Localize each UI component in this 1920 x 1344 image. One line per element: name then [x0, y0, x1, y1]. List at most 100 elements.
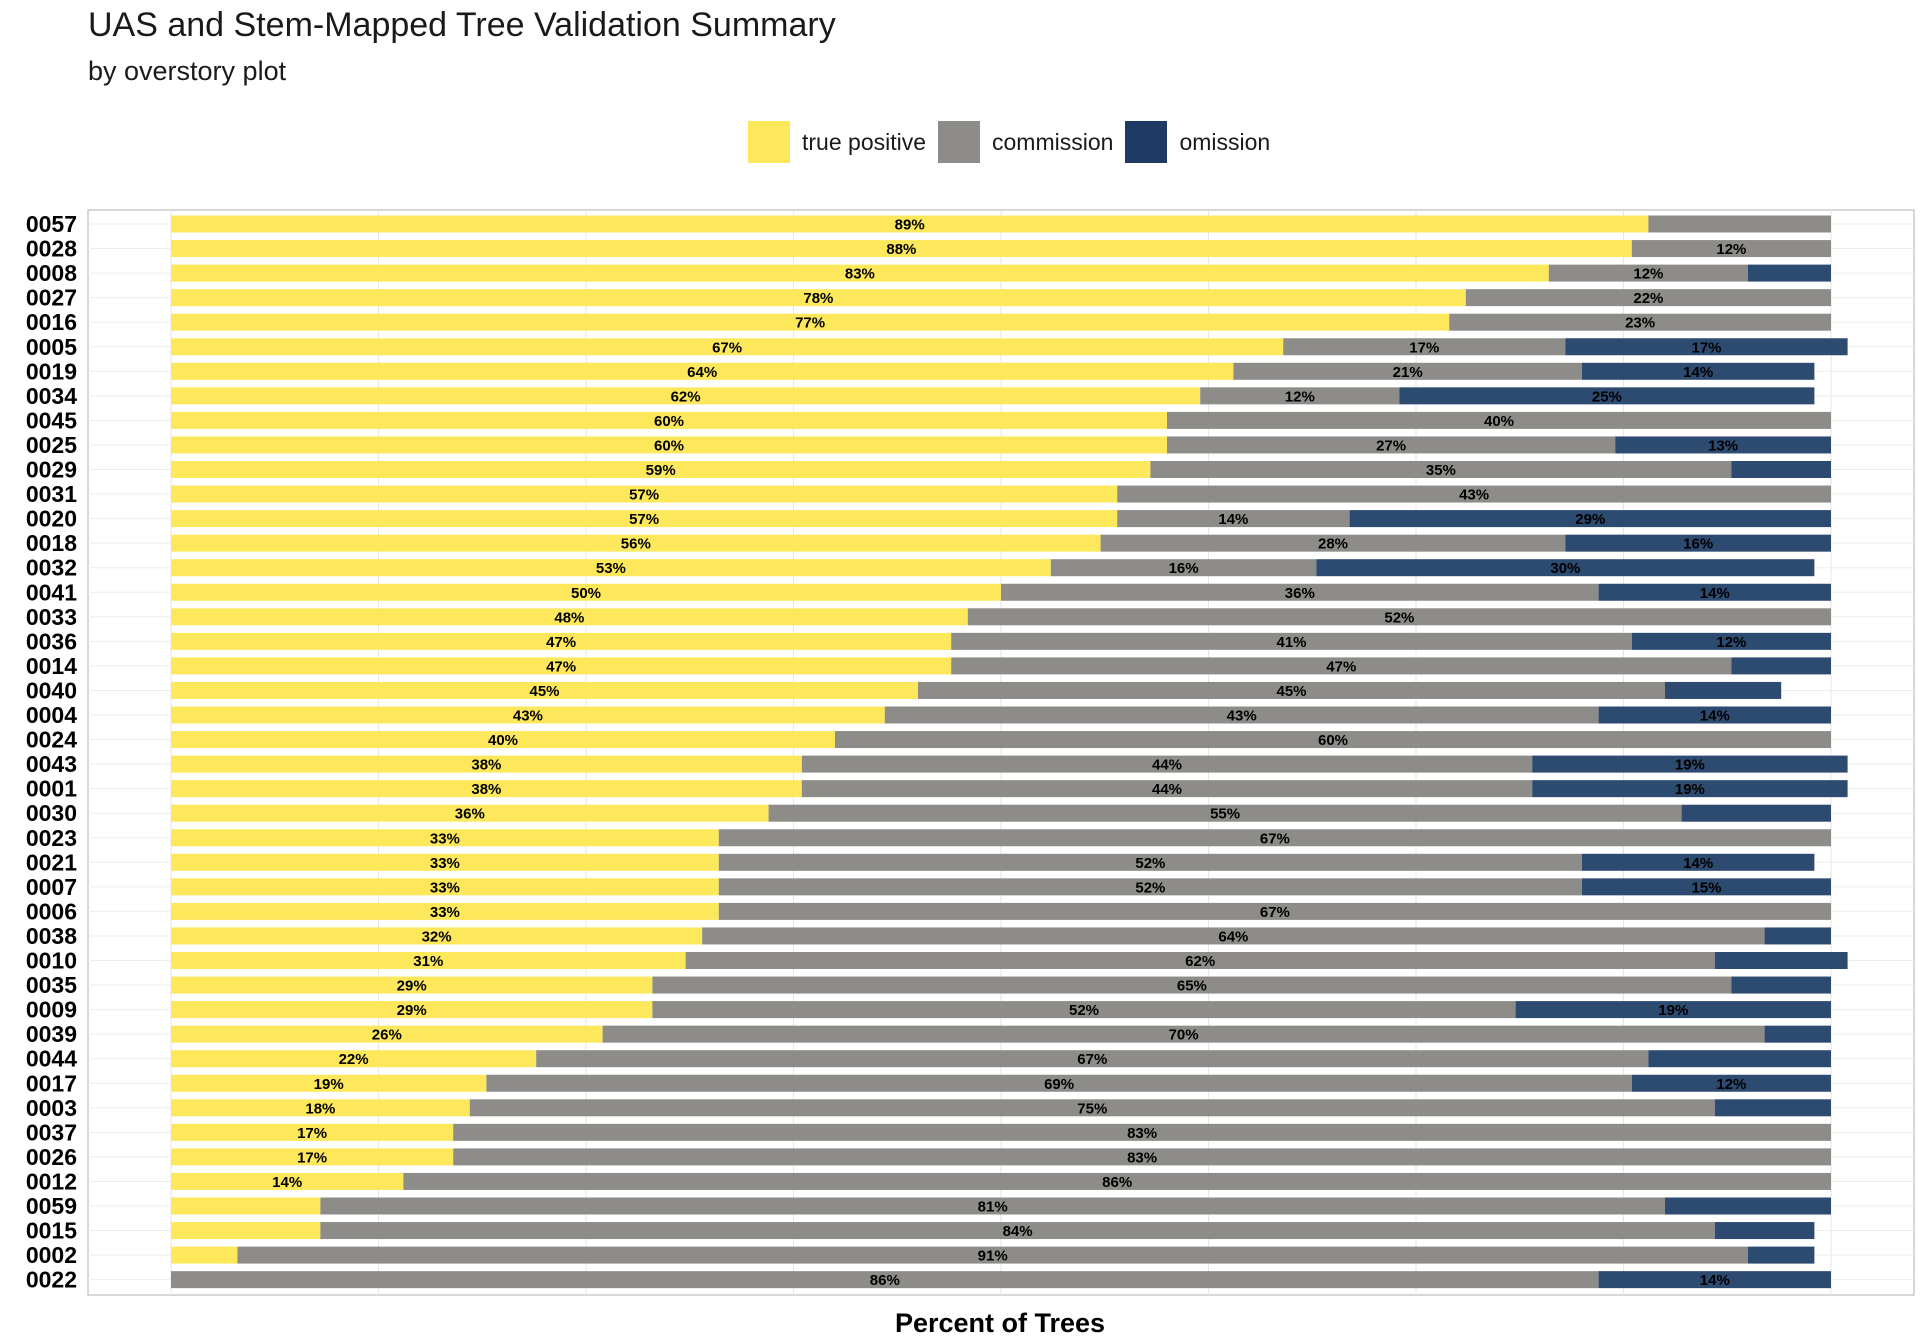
data-label: 70%	[1169, 1027, 1199, 1044]
bar-segment-true-positive	[171, 902, 719, 920]
data-label: 48%	[554, 609, 584, 626]
data-label: 57%	[629, 487, 659, 504]
data-label: 14%	[1218, 511, 1248, 528]
bar-segment-omission	[1399, 387, 1815, 405]
category-label: 0033	[26, 604, 77, 630]
bar-segment-commission	[171, 1271, 1599, 1289]
category-label: 0024	[26, 727, 77, 753]
bar-segment-true-positive	[171, 436, 1167, 454]
bar-segment-true-positive	[171, 1172, 404, 1190]
category-label: 0029	[26, 457, 77, 483]
category-label: 0034	[26, 383, 77, 409]
bar-segment-commission	[1548, 264, 1748, 282]
bar-segment-true-positive	[171, 976, 653, 994]
category-label: 0027	[26, 285, 77, 311]
bar-segment-true-positive	[171, 289, 1466, 307]
data-label: 47%	[546, 634, 576, 651]
data-label: 89%	[895, 217, 925, 234]
category-label: 0026	[26, 1144, 77, 1170]
bar-segment-true-positive	[171, 485, 1118, 503]
bar-segment-true-positive	[171, 387, 1201, 405]
bar-segment-true-positive	[171, 215, 1649, 233]
bar-segment-commission	[1001, 583, 1599, 601]
bar-segment-commission	[951, 632, 1632, 650]
data-label: 19%	[314, 1076, 344, 1093]
category-label: 0018	[26, 530, 77, 556]
data-label: 12%	[1716, 241, 1746, 258]
bar-segment-true-positive	[171, 952, 686, 969]
data-label: 77%	[795, 315, 825, 332]
category-label: 0008	[26, 260, 77, 286]
data-label: 22%	[339, 1051, 369, 1068]
bar-segment-true-positive	[171, 755, 802, 773]
data-label: 17%	[1409, 339, 1439, 356]
data-label: 17%	[297, 1125, 327, 1142]
data-label: 86%	[1102, 1174, 1132, 1191]
bar-segment-true-positive	[171, 681, 918, 699]
data-label: 45%	[1276, 683, 1306, 700]
bar-segment-omission	[1648, 1050, 1831, 1068]
bar-segment-true-positive	[171, 1148, 454, 1166]
category-label: 0035	[26, 972, 77, 998]
bar-segment-omission	[1565, 338, 1848, 356]
data-label: 16%	[1169, 560, 1199, 577]
bar-segment-omission	[1515, 1001, 1831, 1019]
bar-segment-omission	[1665, 1197, 1831, 1215]
data-label: 14%	[1683, 855, 1713, 872]
data-label: 38%	[471, 757, 501, 774]
data-label: 23%	[1625, 315, 1655, 332]
legend-item-omission: omission	[1125, 121, 1270, 163]
legend-label-omission: omission	[1179, 128, 1271, 155]
data-label: 67%	[1077, 1051, 1107, 1068]
bar-segment-commission	[652, 1001, 1516, 1019]
category-label: 0014	[26, 653, 77, 679]
category-label: 0009	[26, 997, 77, 1023]
category-label: 0045	[26, 407, 77, 433]
data-label: 29%	[397, 978, 427, 995]
category-label: 0015	[26, 1218, 77, 1244]
data-label: 29%	[1575, 511, 1605, 528]
bar-segment-commission	[453, 1148, 1832, 1166]
data-label: 86%	[870, 1272, 900, 1289]
bar-segment-true-positive	[171, 1074, 487, 1092]
data-label: 60%	[654, 413, 684, 430]
category-label: 0039	[26, 1021, 77, 1047]
bar-segment-commission	[469, 1099, 1715, 1117]
data-label: 67%	[1260, 830, 1290, 847]
bar-segment-omission	[1631, 632, 1831, 650]
bar-segment-omission	[1665, 681, 1782, 699]
data-label: 55%	[1210, 806, 1240, 823]
bar-segment-true-positive	[171, 461, 1151, 478]
bar-segment-true-positive	[171, 583, 1001, 601]
data-label: 65%	[1177, 978, 1207, 995]
bar-segment-omission	[1565, 534, 1831, 552]
data-label: 18%	[305, 1100, 335, 1117]
data-label: 40%	[488, 732, 518, 749]
bar-segment-true-positive	[171, 411, 1167, 429]
bar-segment-commission	[702, 927, 1765, 945]
bar-segment-omission	[1582, 362, 1815, 380]
bar-segment-omission	[1598, 583, 1831, 601]
bar-segment-commission	[1631, 240, 1831, 258]
bar-segment-true-positive	[171, 240, 1632, 258]
bar-segment-omission	[1731, 976, 1831, 994]
bar-segment-commission	[486, 1074, 1632, 1092]
bar-segment-omission	[1582, 853, 1815, 871]
bar-segment-true-positive	[171, 829, 719, 847]
legend-item-commission: commission	[938, 121, 1113, 163]
data-label: 78%	[803, 290, 833, 307]
bar-segment-commission	[1648, 215, 1831, 233]
bar-segment-commission	[967, 608, 1831, 626]
data-label: 28%	[1318, 536, 1348, 553]
data-label: 12%	[1716, 634, 1746, 651]
bar-segment-commission	[237, 1246, 1748, 1264]
category-label: 0025	[26, 432, 77, 458]
bar-segment-true-positive	[171, 534, 1101, 552]
data-label: 60%	[654, 437, 684, 454]
data-label: 69%	[1044, 1076, 1074, 1093]
bar-segment-true-positive	[171, 608, 968, 626]
category-label: 0019	[26, 358, 77, 384]
data-label: 30%	[1550, 560, 1580, 577]
data-label: 14%	[1700, 1272, 1730, 1289]
data-label: 56%	[621, 536, 651, 553]
